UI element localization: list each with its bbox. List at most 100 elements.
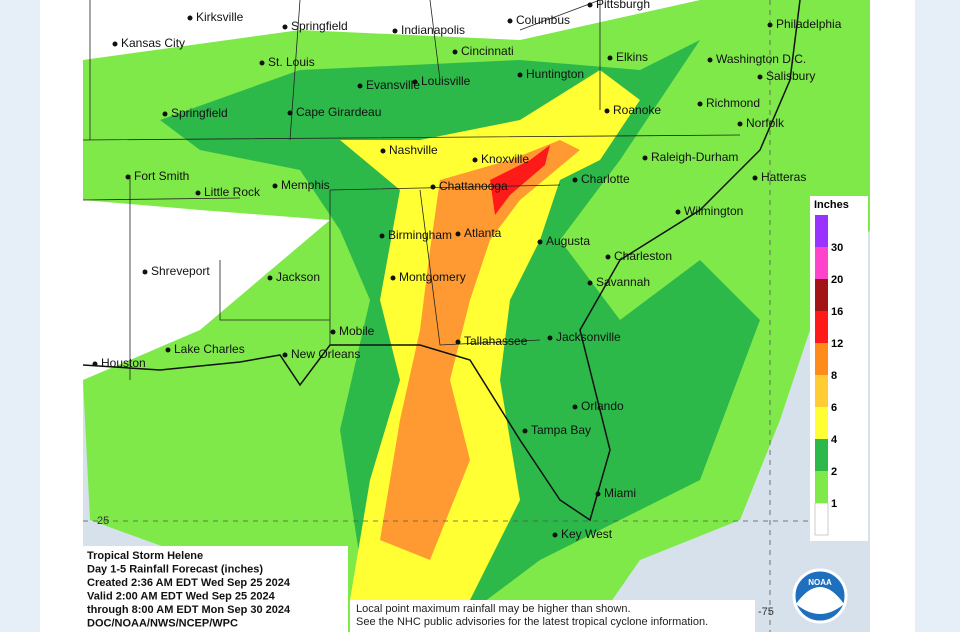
city-label: Washington D.C.: [716, 52, 806, 66]
legend-swatch: [815, 215, 828, 247]
city-dot: [767, 22, 773, 28]
city-dot: [697, 101, 703, 107]
city-dot: [125, 174, 131, 180]
legend-label: 12: [831, 338, 843, 350]
city-dot: [267, 275, 273, 281]
logo-text: NOAA: [808, 578, 832, 587]
city-dot: [282, 24, 288, 30]
city-label: Knoxville: [481, 152, 529, 166]
city-label: Kirksville: [196, 10, 244, 24]
city-dot: [605, 254, 611, 260]
info-line: Tropical Storm Helene: [87, 550, 203, 562]
city-label: Nashville: [389, 143, 438, 157]
city-label: Raleigh-Durham: [651, 150, 738, 164]
logo-wave: [796, 587, 844, 614]
city-dot: [392, 28, 398, 34]
city-label: Salisbury: [766, 69, 815, 83]
legend-swatch: [815, 311, 828, 343]
city-dot: [282, 352, 288, 358]
city-label: Norfolk: [746, 116, 785, 130]
city-dot: [587, 2, 593, 8]
city-label: Houston: [101, 356, 146, 370]
legend-swatch: [815, 471, 828, 503]
city-dot: [547, 335, 553, 341]
city-dot: [452, 49, 458, 55]
legend-swatch: [815, 343, 828, 375]
city-dot: [112, 41, 118, 47]
coastline: [83, 0, 801, 522]
city-label: Elkins: [616, 50, 648, 64]
city-dot: [572, 177, 578, 183]
city-label: Roanoke: [613, 103, 661, 117]
info-line: through 8:00 AM EDT Mon Sep 30 2024: [87, 604, 291, 616]
legend-label: 8: [831, 370, 837, 382]
city-dot: [380, 148, 386, 154]
disclaimer: Local point maximum rainfall may be high…: [356, 603, 708, 628]
legend-swatch: [815, 407, 828, 439]
city-label: Orlando: [581, 399, 624, 413]
city-label: Memphis: [281, 178, 330, 192]
city-dot: [455, 339, 461, 345]
city-label: Mobile: [339, 324, 375, 338]
city-label: Tampa Bay: [531, 423, 591, 437]
city-dot: [165, 347, 171, 353]
legend-label: 20: [831, 274, 843, 286]
legend-label: 16: [831, 306, 843, 318]
city-dot: [455, 231, 461, 237]
city-dot: [272, 183, 278, 189]
city-label: Fort Smith: [134, 169, 189, 183]
city-dot: [607, 55, 613, 61]
city-label: Charleston: [614, 249, 672, 263]
city-label: Jacksonville: [556, 330, 621, 344]
city-label: Cape Girardeau: [296, 105, 381, 119]
city-label: Columbus: [516, 13, 570, 27]
city-label: Philadelphia: [776, 17, 842, 31]
city-label: Huntington: [526, 67, 584, 81]
city-label: Evansville: [366, 78, 420, 92]
city-dot: [162, 111, 168, 117]
city-label: Shreveport: [151, 264, 210, 278]
city-label: Cincinnati: [461, 44, 514, 58]
city-dot: [412, 79, 418, 85]
city-label: Little Rock: [204, 185, 261, 199]
city-dot: [552, 532, 558, 538]
city-label: Pittsburgh: [596, 0, 650, 11]
city-label: Chattanooga: [439, 179, 508, 193]
city-label: Indianapolis: [401, 23, 465, 37]
longitude-label: -75: [758, 606, 774, 618]
info-line: DOC/NOAA/NWS/NCEP/WPC: [87, 618, 238, 630]
legend-label: 6: [831, 402, 837, 414]
city-dot: [642, 155, 648, 161]
city-dot: [752, 175, 758, 181]
cities: Kirksville Springfield Indianapolis Columbu…: [92, 0, 842, 541]
city-dot: [604, 108, 610, 114]
city-label: Lake Charles: [174, 342, 245, 356]
disclaimer-line: See the NHC public advisories for the la…: [356, 616, 708, 628]
info: Tropical Storm Helene Day 1-5 Rainfall Fo…: [87, 550, 291, 630]
city-dot: [572, 404, 578, 410]
latitude-label: 25: [97, 515, 109, 527]
city-dot: [537, 239, 543, 245]
city-label: Augusta: [546, 234, 590, 248]
legend-swatch: [815, 375, 828, 407]
city-dot: [330, 329, 336, 335]
city-dot: [522, 428, 528, 434]
city-label: Savannah: [596, 275, 650, 289]
city-dot: [195, 190, 201, 196]
legend-title: Inches: [814, 199, 849, 211]
city-label: Louisville: [421, 74, 471, 88]
city-dot: [390, 275, 396, 281]
city-label: Miami: [604, 486, 636, 500]
city-label: Atlanta: [464, 226, 502, 240]
city-label: Montgomery: [399, 270, 466, 284]
legend-swatch: [815, 439, 828, 471]
city-dot: [587, 280, 593, 286]
city-dot: [707, 57, 713, 63]
info-line: Valid 2:00 AM EDT Wed Sep 25 2024: [87, 591, 276, 603]
city-label: New Orleans: [291, 347, 360, 361]
city-dot: [357, 83, 363, 89]
legend-swatch: [815, 247, 828, 279]
